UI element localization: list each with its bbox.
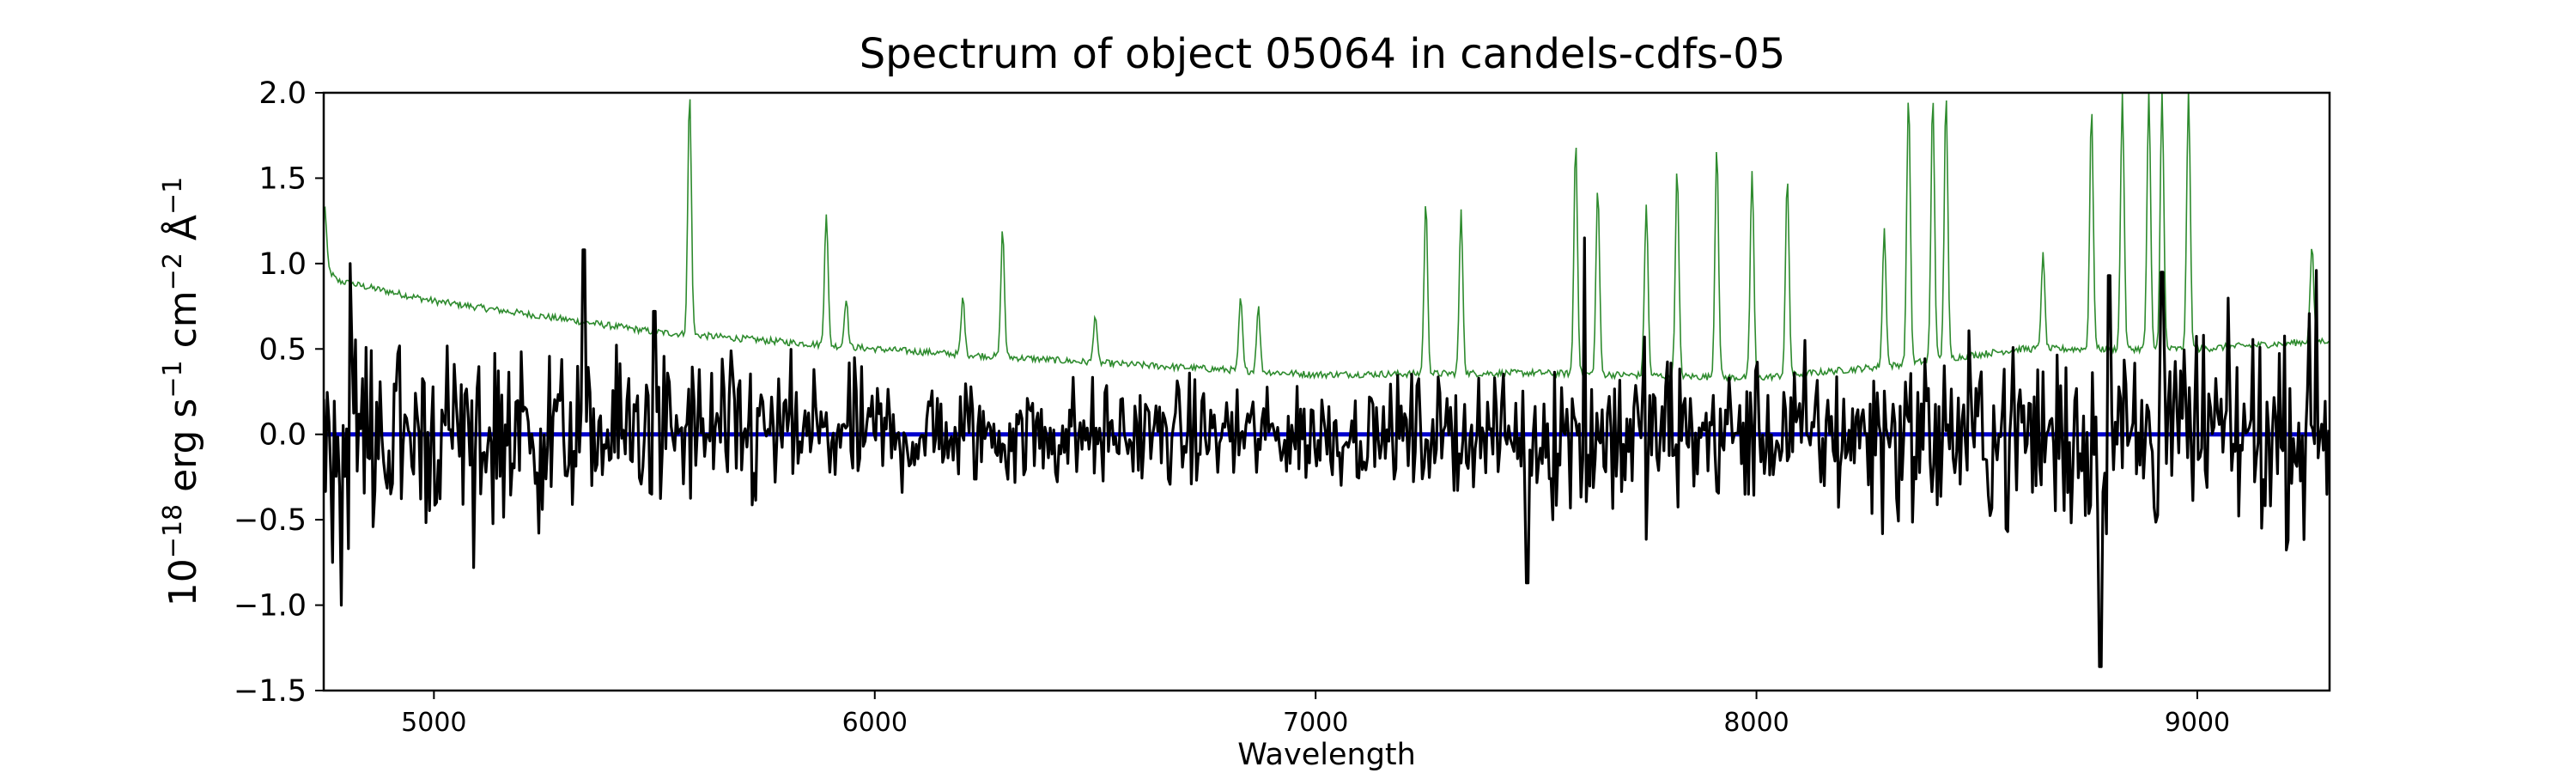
x-tick-label: 9000 — [2165, 708, 2230, 738]
y-tick-label: 0.5 — [258, 332, 307, 367]
x-tick-label: 8000 — [1723, 708, 1789, 738]
y-tick-label: −1.0 — [234, 589, 307, 624]
y-label-exp2: −2 — [158, 253, 188, 290]
y-tick-label: 1.0 — [258, 247, 307, 282]
y-axis-label: 10−18 erg s−1 cm−2 Å−1 — [158, 177, 206, 606]
y-label-exp1: −1 — [158, 360, 188, 398]
y-tick-label: 0.0 — [258, 418, 307, 453]
y-tick-label: 1.5 — [258, 161, 307, 196]
y-tick-label: 2.0 — [258, 76, 307, 111]
plot-frame — [322, 91, 2331, 692]
y-axis-ticks: −1.5 −1.0 −0.5 0.0 0.5 1.0 1.5 2.0 — [234, 76, 324, 709]
x-tick-label: 5000 — [401, 708, 466, 738]
flux-spectrum-line — [324, 236, 2330, 668]
y-label-exp: −18 — [158, 504, 188, 558]
y-label-unit1: erg s — [161, 399, 205, 504]
y-tick-label: −0.5 — [234, 503, 307, 538]
y-label-unit2: cm — [161, 290, 205, 360]
x-axis-label: Wavelength — [1237, 738, 1416, 772]
x-axis-ticks: 5000 6000 7000 8000 9000 — [401, 691, 2230, 738]
y-label-exp3: −1 — [158, 177, 188, 215]
x-tick-label: 6000 — [842, 708, 908, 738]
chart-title: Spectrum of object 05064 in candels-cdfs… — [860, 30, 1786, 78]
y-tick-label: −1.5 — [234, 674, 307, 709]
x-tick-label: 7000 — [1283, 708, 1348, 738]
y-label-unit3: Å — [160, 215, 205, 253]
y-label-base: 10 — [161, 558, 205, 606]
error-spectrum-line — [324, 93, 2330, 383]
